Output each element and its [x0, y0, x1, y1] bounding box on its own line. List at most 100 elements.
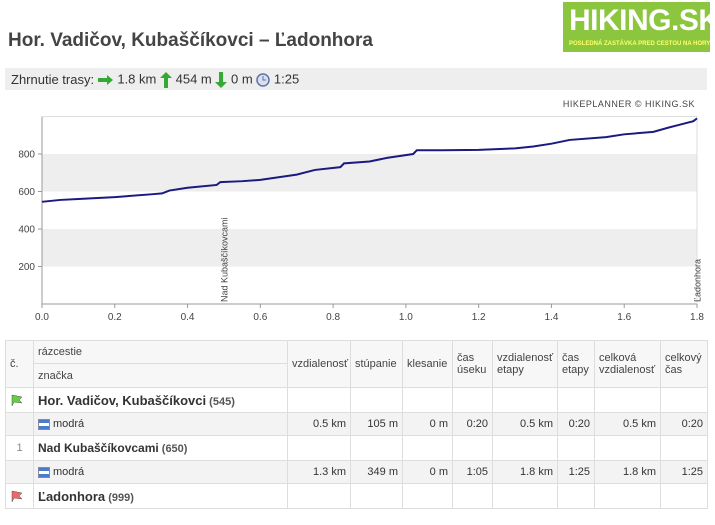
x-tick-label: 0.8	[326, 312, 340, 323]
empty-cell	[350, 483, 403, 509]
empty-cell	[287, 387, 351, 413]
segment-stage-distance: 0.5 km	[492, 412, 558, 436]
grid-band	[42, 154, 697, 192]
x-tick-label: 1.4	[544, 312, 558, 323]
empty-cell	[557, 483, 595, 509]
empty-cell	[452, 483, 493, 509]
route-table: č. rázcestie vzdialenosť stúpanie klesan…	[5, 340, 708, 509]
segment-stage-time: 0:20	[557, 412, 595, 436]
empty-cell	[594, 387, 661, 413]
waypoint-cell: Ľadonhora (999)	[33, 483, 288, 509]
waypoint-name[interactable]: Hor. Vadičov, Kubaščíkovci	[38, 392, 207, 408]
empty-cell	[452, 387, 493, 413]
empty-cell	[557, 435, 595, 461]
segment-mark: modrá	[33, 412, 288, 436]
summary-descent: 0 m	[231, 71, 253, 87]
page-title: Hor. Vadičov, Kubaščíkovci – Ľadonhora	[8, 30, 373, 51]
logo[interactable]: HIKING.SK POSLEDNÁ ZASTÁVKA PRED CESTOU …	[563, 2, 715, 52]
empty-cell	[287, 435, 351, 461]
empty-cell	[350, 387, 403, 413]
segment-ascent: 105 m	[350, 412, 403, 436]
empty-cell	[402, 387, 453, 413]
segment-mark: modrá	[33, 460, 288, 484]
col-distance: vzdialenosť	[287, 340, 351, 388]
col-mark: značka	[33, 363, 288, 388]
waypoint-number	[5, 483, 34, 509]
col-stage-time: čas etapy	[557, 340, 595, 388]
x-tick-label: 0.2	[108, 312, 122, 323]
summary-ascent: 454 m	[175, 71, 212, 87]
y-tick-label: 200	[18, 262, 35, 273]
route-summary: Zhrnutie trasy: 1.8 km 454 m 0 m 1:25	[5, 68, 707, 90]
empty-cell	[660, 387, 708, 413]
x-tick-label: 1.2	[472, 312, 486, 323]
segment-stage-time: 1:25	[557, 460, 595, 484]
empty-cell	[350, 435, 403, 461]
segment-total-time: 1:25	[660, 460, 708, 484]
waypoint-cell: Nad Kubaščíkovcami (650)	[33, 435, 288, 461]
empty-cell	[594, 483, 661, 509]
waypoint-elevation: (650)	[161, 443, 188, 455]
waypoint-row: Ľadonhora (999)	[5, 483, 708, 509]
segment-ascent: 349 m	[350, 460, 403, 484]
summary-time: 1:25	[273, 71, 300, 87]
waypoint-row: Hor. Vadičov, Kubaščíkovci (545)	[5, 387, 708, 413]
col-time: čas úseku	[452, 340, 493, 388]
waypoint-elevation: (999)	[108, 491, 134, 504]
col-junction: rázcestie	[33, 340, 288, 364]
empty-cell	[492, 435, 558, 461]
distance-icon	[97, 74, 113, 85]
waypoint-label: Ľadonhora	[693, 259, 703, 302]
y-tick-label: 400	[18, 225, 35, 236]
flag-icon	[11, 490, 23, 503]
col-descent: klesanie	[402, 340, 453, 388]
x-tick-label: 1.0	[399, 312, 413, 323]
segment-distance: 1.3 km	[287, 460, 351, 484]
logo-text: HIKING.SK	[569, 4, 715, 37]
ascent-icon	[159, 71, 172, 88]
waypoint-name[interactable]: Nad Kubaščíkovcami	[38, 441, 159, 455]
waypoint-row: 1 Nad Kubaščíkovcami (650)	[5, 435, 708, 461]
grid-band	[42, 229, 697, 267]
empty-cell	[557, 387, 595, 413]
empty-cell	[492, 483, 558, 509]
chart-credit: HIKEPLANNER © HIKING.SK	[563, 99, 695, 109]
segment-total-distance: 1.8 km	[594, 460, 661, 484]
elevation-chart: HIKEPLANNER © HIKING.SK 200 400 600 800 0.0 0…	[18, 99, 704, 323]
summary-label: Zhrnutie trasy:	[11, 71, 95, 87]
mark-name: modrá	[53, 418, 85, 430]
descent-icon	[215, 71, 228, 88]
waypoint-name[interactable]: Ľadonhora	[38, 488, 106, 504]
col-number: č.	[5, 340, 34, 388]
elevation-line	[41, 117, 698, 203]
empty-cell	[402, 435, 453, 461]
flag-icon	[11, 394, 23, 407]
segment-stage-distance: 1.8 km	[492, 460, 558, 484]
logo-tagline: POSLEDNÁ ZASTÁVKA PRED CESTOU NA HORY	[569, 41, 711, 47]
y-tick-label: 800	[18, 150, 35, 161]
empty-cell	[660, 435, 708, 461]
segment-time: 1:05	[452, 460, 493, 484]
empty-cell	[594, 435, 661, 461]
time-icon	[256, 72, 271, 87]
empty-cell	[492, 387, 558, 413]
mark-name: modrá	[53, 466, 85, 478]
segment-descent: 0 m	[402, 460, 453, 484]
x-tick-label: 0.4	[181, 312, 195, 323]
segment-descent: 0 m	[402, 412, 453, 436]
x-tick-label: 0.0	[35, 312, 49, 323]
segment-time: 0:20	[452, 412, 493, 436]
segment-distance: 0.5 km	[287, 412, 351, 436]
empty-cell	[5, 412, 34, 436]
x-tick-label: 1.6	[617, 312, 631, 323]
col-total-time: celkový čas	[660, 340, 708, 388]
segment-total-distance: 0.5 km	[594, 412, 661, 436]
empty-cell	[452, 435, 493, 461]
empty-cell	[5, 460, 34, 484]
col-stage-distance: vzdialenosť etapy	[492, 340, 558, 388]
empty-cell	[287, 483, 351, 509]
mark-icon	[38, 418, 50, 430]
y-tick-label: 600	[18, 187, 35, 198]
